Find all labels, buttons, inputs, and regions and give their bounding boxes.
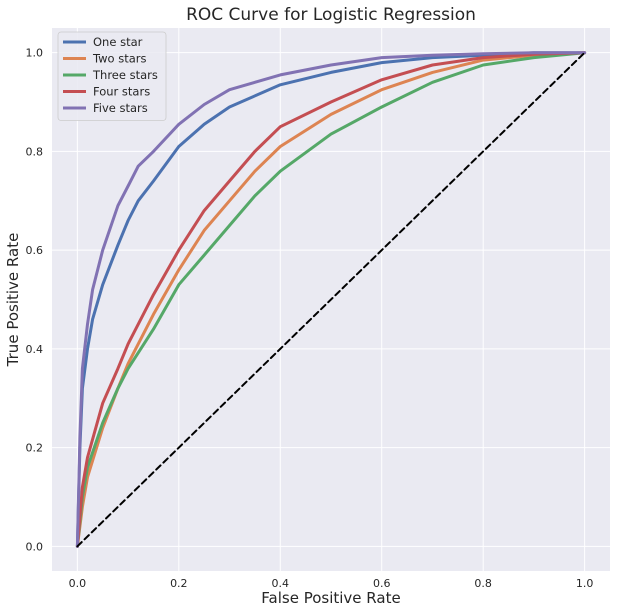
series-line-five-stars [75,51,587,548]
y-tick-label: 0.0 [26,540,44,553]
x-tick-label: 0.6 [373,577,391,590]
tick-labels: 0.0 0.2 0.4 0.6 0.8 1.0 0.0 0.2 0.4 0.6 0.8 1.0 [26,47,594,590]
legend-box [57,31,167,121]
series-line-four-stars [75,51,587,548]
chart-title: ROC Curve for Logistic Regression [186,5,476,25]
x-tick-label: 0.8 [474,577,492,590]
y-tick-label: 0.8 [26,145,44,158]
y-tick-label: 0.6 [26,244,44,257]
x-tick-label: 0.0 [69,577,87,590]
legend-label: Four stars [93,85,150,99]
y-tick-label: 0.2 [26,442,44,455]
y-tick-label: 1.0 [26,47,44,60]
series-line-two-stars [75,51,587,548]
y-tick-label: 0.4 [26,343,44,356]
legend-label: Two stars [92,52,147,66]
y-axis-label: True Positive Rate [4,233,22,368]
legend: One star Two stars Three stars Four stars Fi… [57,31,167,121]
legend-label: One star [93,35,143,49]
series-line-three-stars [75,51,587,548]
x-tick-label: 0.2 [170,577,188,590]
x-tick-label: 0.4 [272,577,290,590]
chance-diagonal-line [76,51,586,548]
legend-label: Five stars [93,101,148,115]
legend-label: Three stars [92,68,158,82]
x-tick-label: 1.0 [576,577,594,590]
series-line-one-star [75,51,587,548]
x-axis-label: False Positive Rate [261,589,400,607]
series-lines [75,51,587,548]
grid [52,28,610,571]
